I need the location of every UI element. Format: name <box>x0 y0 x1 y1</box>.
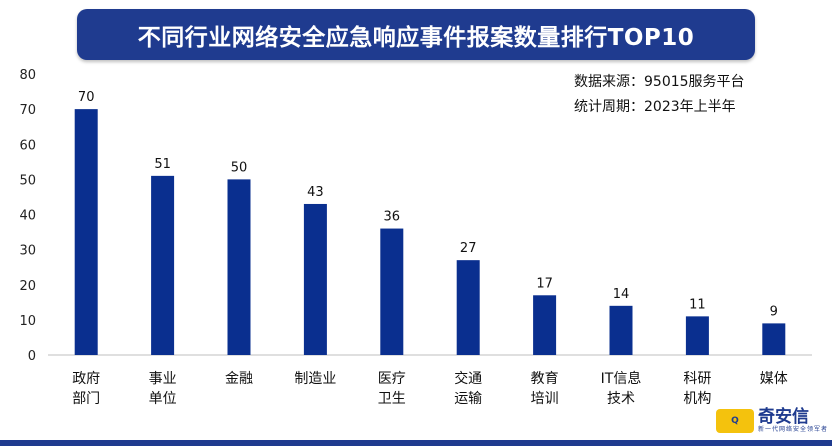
chart-title: 不同行业网络安全应急响应事件报案数量排行TOP10 <box>77 9 755 60</box>
y-tick-label: 40 <box>19 209 36 224</box>
x-tick-label: 科研 <box>683 371 711 387</box>
y-tick-label: 50 <box>19 173 36 188</box>
x-tick-label: 机构 <box>683 391 711 407</box>
bar <box>533 295 557 355</box>
y-tick-label: 80 <box>19 68 36 83</box>
y-tick-label: 10 <box>19 314 36 329</box>
bar <box>609 305 633 355</box>
source-note: 数据来源：95015服务平台 统计周期：2023年上半年 <box>574 70 745 120</box>
y-tick-label: 0 <box>28 349 36 364</box>
bar <box>762 323 786 355</box>
data-label: 70 <box>78 90 95 105</box>
data-label: 36 <box>384 210 401 225</box>
x-tick-label: 事业 <box>149 371 177 387</box>
data-label: 27 <box>460 241 477 256</box>
bar <box>685 316 709 355</box>
x-tick-label: 技术 <box>607 391 635 407</box>
data-label: 17 <box>536 276 553 291</box>
logo-tagline: 新一代网络安全领军者 <box>758 426 829 433</box>
data-label: 50 <box>231 160 248 175</box>
x-tick-label: 单位 <box>149 391 177 407</box>
x-tick-label: 教育 <box>531 371 559 387</box>
x-tick-label: 金融 <box>225 371 253 387</box>
data-label: 14 <box>613 287 630 302</box>
statistics-period-text: 统计周期：2023年上半年 <box>574 99 736 115</box>
x-tick-label: 卫生 <box>378 391 406 407</box>
brand-logo: Q 奇安信 新一代网络安全领军者 <box>716 404 828 438</box>
x-tick-label: 交通 <box>454 370 482 387</box>
bar <box>303 203 327 355</box>
data-source-text: 数据来源：95015服务平台 <box>574 74 745 90</box>
bar <box>380 228 404 355</box>
x-tick-label: 媒体 <box>760 371 788 387</box>
data-label: 9 <box>770 304 778 319</box>
y-tick-label: 60 <box>19 138 36 153</box>
x-tick-label: IT信息 <box>601 370 642 387</box>
x-tick-label: 部门 <box>72 391 100 407</box>
x-tick-label: 培训 <box>531 391 559 407</box>
bar <box>74 109 98 355</box>
data-label: 11 <box>689 297 706 312</box>
y-tick-label: 20 <box>19 279 36 294</box>
x-tick-label: 运输 <box>454 391 482 407</box>
y-tick-label: 70 <box>19 103 36 118</box>
logo-brand-name: 奇安信 <box>758 407 809 427</box>
data-label: 43 <box>307 185 324 200</box>
logo-badge-icon: Q <box>716 409 754 433</box>
bar <box>456 260 480 355</box>
x-tick-label: 医疗 <box>378 371 406 387</box>
x-tick-label: 制造业 <box>294 371 336 387</box>
bar <box>151 175 175 355</box>
x-tick-label: 政府 <box>72 371 100 387</box>
bottom-accent-bar <box>0 440 832 446</box>
bar <box>227 179 251 355</box>
data-label: 51 <box>154 157 171 172</box>
y-tick-label: 30 <box>19 244 36 259</box>
